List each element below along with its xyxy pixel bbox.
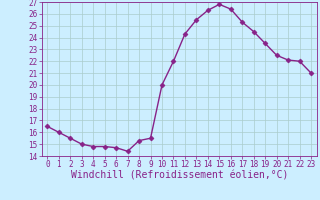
X-axis label: Windchill (Refroidissement éolien,°C): Windchill (Refroidissement éolien,°C) (70, 171, 288, 181)
